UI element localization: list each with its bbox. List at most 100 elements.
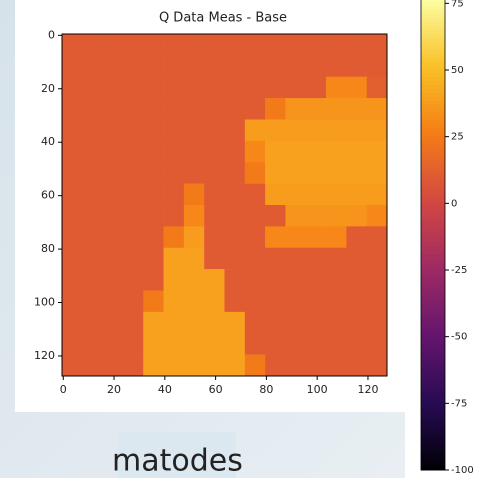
colorbar-segment bbox=[421, 175, 445, 180]
heat-cell bbox=[326, 140, 347, 163]
heat-cell bbox=[244, 140, 266, 163]
colorbar-segment bbox=[421, 5, 445, 11]
heat-cell bbox=[265, 226, 286, 249]
heat-cell bbox=[82, 55, 103, 78]
colorbar-segment bbox=[421, 214, 445, 219]
heat-cell bbox=[122, 34, 144, 56]
colorbar-segment bbox=[421, 57, 445, 62]
heat-cell bbox=[62, 354, 83, 377]
colorbar-segment bbox=[421, 171, 445, 176]
colorbar-tick-label: 50 bbox=[451, 65, 464, 76]
heat-cell bbox=[183, 98, 205, 120]
heat-cell bbox=[285, 247, 307, 270]
colorbar-segment bbox=[421, 375, 445, 381]
colorbar-tick-label: 75 bbox=[451, 0, 464, 9]
heat-cell bbox=[224, 226, 246, 249]
y-tick-label: 80 bbox=[41, 242, 55, 255]
heat-cell bbox=[82, 140, 103, 163]
colorbar-segment bbox=[421, 25, 445, 30]
colorbar-segment bbox=[421, 273, 445, 278]
heat-cell bbox=[204, 183, 225, 206]
colorbar-segment bbox=[421, 442, 445, 447]
colorbar-tick-label: 0 bbox=[451, 198, 457, 209]
heat-cell bbox=[204, 162, 225, 184]
heat-cell bbox=[82, 205, 103, 227]
colorbar-segment bbox=[421, 355, 445, 361]
colorbar-tick-label: -100 bbox=[451, 465, 474, 476]
colorbar-segment bbox=[421, 64, 445, 70]
heat-cell bbox=[265, 205, 286, 227]
heat-cell bbox=[285, 76, 307, 99]
heat-cell bbox=[285, 34, 307, 56]
heat-cell bbox=[143, 76, 164, 99]
heat-cell bbox=[62, 269, 83, 291]
colorbar-segment bbox=[421, 253, 445, 259]
heat-cell bbox=[326, 311, 347, 334]
heat-cell bbox=[122, 290, 144, 313]
heat-cell bbox=[224, 76, 246, 99]
heat-cell bbox=[122, 140, 144, 163]
heat-cell bbox=[346, 290, 367, 313]
heat-cell bbox=[143, 311, 164, 334]
heat-cell bbox=[102, 34, 124, 56]
heat-cell bbox=[285, 226, 307, 249]
heat-cell bbox=[163, 354, 185, 377]
colorbar-segment bbox=[421, 336, 445, 341]
heat-cell bbox=[244, 269, 266, 291]
heat-cell bbox=[204, 290, 225, 313]
colorbar-segment bbox=[421, 387, 445, 392]
heat-cell bbox=[366, 247, 388, 270]
heat-cell bbox=[204, 34, 225, 56]
heat-cell bbox=[346, 140, 367, 163]
heat-cell bbox=[285, 354, 307, 377]
heat-cell bbox=[326, 333, 347, 355]
heat-cell bbox=[326, 226, 347, 249]
heat-cell bbox=[183, 354, 205, 377]
heat-cell bbox=[346, 269, 367, 291]
heat-cell bbox=[82, 226, 103, 249]
heat-cell bbox=[143, 34, 164, 56]
heat-cell bbox=[62, 183, 83, 206]
colorbar-segment bbox=[421, 100, 445, 105]
heat-cell bbox=[102, 98, 124, 120]
heat-cell bbox=[346, 55, 367, 78]
colorbar-segment bbox=[421, 289, 445, 294]
colorbar-segment bbox=[421, 186, 445, 192]
heat-cell bbox=[265, 290, 286, 313]
heat-cell bbox=[62, 162, 83, 184]
colorbar-segment bbox=[421, 92, 445, 97]
heat-cell bbox=[82, 162, 103, 184]
heat-cell bbox=[163, 76, 185, 99]
heat-cell bbox=[102, 333, 124, 355]
heat-cell bbox=[265, 311, 286, 334]
heat-cell bbox=[346, 76, 367, 99]
heat-cell bbox=[163, 269, 185, 291]
heat-cell bbox=[346, 34, 367, 56]
heat-cell bbox=[366, 226, 388, 249]
colorbar-segment bbox=[421, 245, 445, 251]
colorbar-segment bbox=[421, 76, 445, 82]
heat-cell bbox=[183, 76, 205, 99]
heat-cell bbox=[366, 76, 388, 99]
heat-cell bbox=[366, 140, 388, 163]
heat-cell bbox=[204, 226, 225, 249]
colorbar-tick-label: -50 bbox=[451, 332, 467, 343]
heat-cell bbox=[326, 76, 347, 99]
colorbar-segment bbox=[421, 202, 445, 207]
heat-cell bbox=[265, 333, 286, 355]
heat-cell bbox=[122, 119, 144, 142]
colorbar-segment bbox=[421, 293, 445, 298]
heat-cell bbox=[62, 226, 83, 249]
colorbar-segment bbox=[421, 430, 445, 436]
heat-cell bbox=[346, 183, 367, 206]
heat-cell bbox=[204, 55, 225, 78]
heat-cell bbox=[326, 290, 347, 313]
colorbar-segment bbox=[421, 395, 445, 400]
heat-cell bbox=[102, 205, 124, 227]
colorbar-segment bbox=[421, 269, 445, 274]
heat-cell bbox=[102, 269, 124, 291]
heat-cell bbox=[163, 226, 185, 249]
colorbar-segment bbox=[421, 348, 445, 353]
colorbar-segment bbox=[421, 84, 445, 89]
heat-cell bbox=[305, 98, 327, 120]
